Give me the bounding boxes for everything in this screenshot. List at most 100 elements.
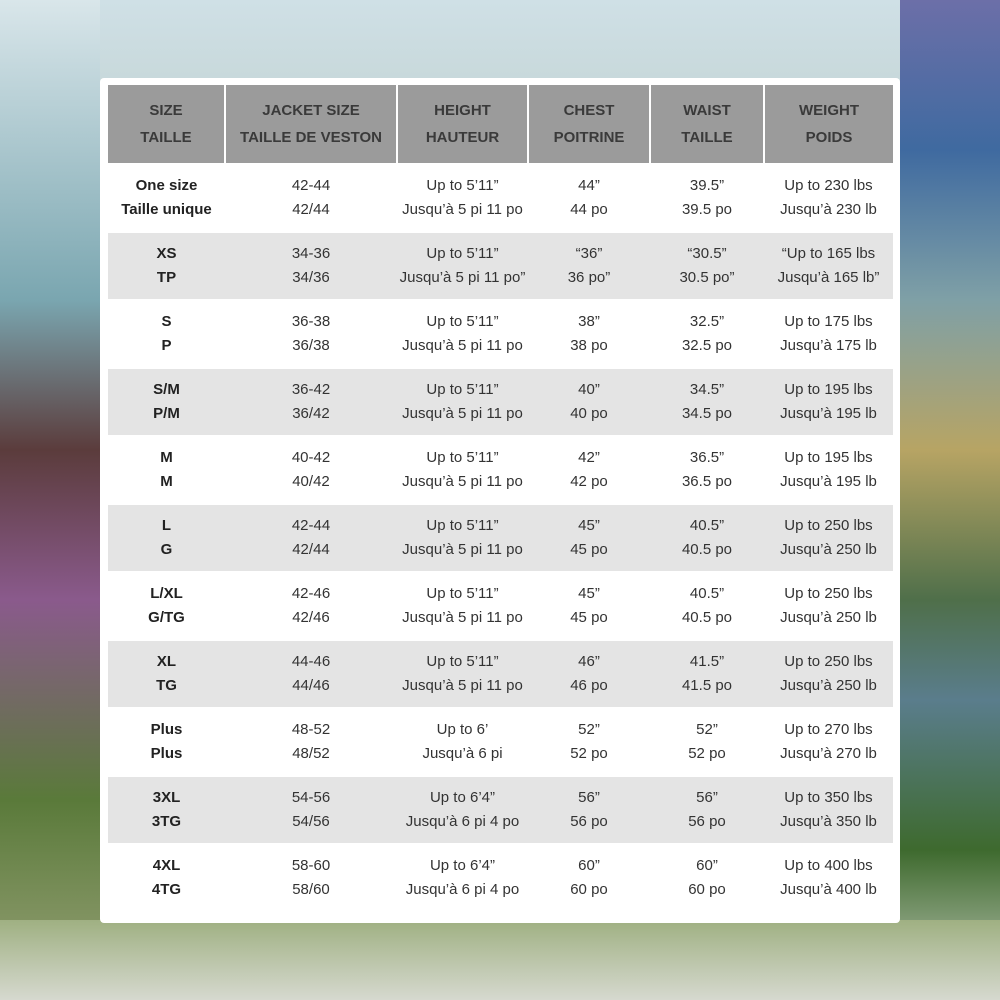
cell-chest: 56” 56 po [528, 775, 650, 844]
cell-waist: 52” 52 po [650, 707, 764, 776]
cell-waist-fr: 36.5 po [681, 473, 733, 490]
cell-weight-en: Up to 400 lbs [784, 857, 873, 874]
table-row: L/XL G/TG 42-46 42/46 Up to 5’11” Jusqu’à 5 p… [108, 571, 893, 640]
cell-height-fr: Jusqu’à 5 pi 11 po [402, 473, 523, 490]
cell-weight: Up to 250 lbs Jusqu’à 250 lb [764, 639, 893, 708]
cell-size-en: S/M [153, 381, 180, 398]
cell-height-en: Up to 5’11” [426, 177, 499, 194]
cell-height: Up to 5’11” Jusqu’à 5 pi 11 po [397, 367, 528, 436]
cell-weight: Up to 195 lbs Jusqu’à 195 lb [764, 367, 893, 436]
cell-jacket-size-fr: 40/42 [292, 473, 330, 490]
cell-height: Up to 6’ Jusqu’à 6 pi [397, 707, 528, 776]
cell-jacket-size-en: 36-42 [291, 381, 331, 398]
header-chest: CHEST POITRINE [527, 85, 650, 164]
cell-chest-en: “36” [575, 245, 603, 262]
table-row: 3XL 3TG 54-56 54/56 Up to 6’4” Jusqu’à 6 pi 4… [108, 775, 893, 844]
cell-chest-fr: 60 po [570, 881, 608, 898]
header-height-en: HEIGHT [434, 102, 491, 119]
cell-height: Up to 5’11” Jusqu’à 5 pi 11 po [397, 571, 528, 640]
cell-weight-fr: Jusqu’à 350 lb [780, 813, 877, 830]
cell-weight-fr: Jusqu’à 230 lb [780, 201, 877, 218]
cell-waist: “30.5” 30.5 po” [650, 231, 764, 300]
cell-chest: 46” 46 po [528, 639, 650, 708]
cell-chest-en: 45” [578, 517, 600, 534]
cell-size-fr: P/M [153, 405, 180, 422]
size-chart-table: SIZE TAILLE JACKET SIZE TAILLE DE VESTON HEI… [108, 85, 893, 911]
cell-weight-en: Up to 350 lbs [784, 789, 873, 806]
cell-chest-en: 44” [578, 177, 600, 194]
cell-jacket-size-en: 44-46 [291, 653, 331, 670]
cell-weight-en: Up to 195 lbs [784, 449, 873, 466]
cell-height-fr: Jusqu’à 6 pi 4 po [405, 881, 520, 898]
cell-size-fr: Taille unique [121, 201, 212, 218]
cell-waist-en: 39.5” [689, 177, 725, 194]
cell-size-fr: G [160, 541, 173, 558]
cell-height: Up to 5’11” Jusqu’à 5 pi 11 po” [397, 231, 528, 300]
cell-jacket-size-fr: 48/52 [292, 745, 330, 762]
cell-height-fr: Jusqu’à 5 pi 11 po” [399, 269, 526, 286]
cell-chest-fr: 38 po [570, 337, 608, 354]
cell-chest: 45” 45 po [528, 571, 650, 640]
cell-chest-fr: 45 po [570, 541, 608, 558]
header-waist-en: WAIST [683, 102, 731, 119]
cell-waist: 34.5” 34.5 po [650, 367, 764, 436]
cell-chest: 38” 38 po [528, 299, 650, 368]
cell-jacket-size-en: 42-44 [291, 177, 331, 194]
cell-chest-en: 45” [578, 585, 600, 602]
cell-waist-fr: 60 po [688, 881, 726, 898]
cell-height-en: Up to 5’11” [426, 381, 499, 398]
cell-size-en: One size [135, 177, 198, 194]
cell-weight-fr: Jusqu’à 165 lb” [777, 269, 880, 286]
header-waist-fr: TAILLE [681, 129, 733, 146]
table-row: 4XL 4TG 58-60 58/60 Up to 6’4” Jusqu’à 6 pi 4… [108, 843, 893, 911]
cell-chest: “36” 36 po” [528, 231, 650, 300]
table-row: S/M P/M 36-42 36/42 Up to 5’11” Jusqu’à 5 pi … [108, 367, 893, 436]
table-row: XL TG 44-46 44/46 Up to 5’11” Jusqu’à 5 pi 11… [108, 639, 893, 708]
cell-jacket-size-fr: 58/60 [292, 881, 330, 898]
cell-height-en: Up to 5’11” [426, 585, 499, 602]
cell-jacket-size-en: 42-44 [291, 517, 331, 534]
cell-size-fr: G/TG [148, 609, 185, 626]
header-height-fr: HAUTEUR [425, 129, 500, 146]
cell-waist-fr: 52 po [688, 745, 726, 762]
header-waist: WAIST TAILLE [649, 85, 764, 164]
cell-weight-en: Up to 195 lbs [784, 381, 873, 398]
cell-jacket-size: 40-42 40/42 [225, 435, 397, 504]
cell-weight-en: Up to 250 lbs [784, 585, 873, 602]
cell-waist-en: 56” [696, 789, 718, 806]
cell-weight-en: Up to 230 lbs [784, 177, 873, 194]
cell-chest-en: 46” [578, 653, 600, 670]
header-row: SIZE TAILLE JACKET SIZE TAILLE DE VESTON HEI… [108, 85, 893, 164]
cell-jacket-size: 42-44 42/44 [225, 503, 397, 572]
cell-weight: Up to 350 lbs Jusqu’à 350 lb [764, 775, 893, 844]
cell-height-fr: Jusqu’à 6 pi [422, 745, 503, 762]
cell-chest-en: 52” [578, 721, 600, 738]
cell-height-fr: Jusqu’à 5 pi 11 po [402, 541, 523, 558]
cell-size-en: M [160, 449, 173, 466]
cell-size: XL TG [108, 639, 225, 708]
cell-weight: Up to 400 lbs Jusqu’à 400 lb [764, 843, 893, 911]
cell-chest-fr: 44 po [570, 201, 608, 218]
cell-size: Plus Plus [108, 707, 225, 776]
cell-height-en: Up to 5’11” [426, 517, 499, 534]
cell-chest: 52” 52 po [528, 707, 650, 776]
cell-weight: Up to 250 lbs Jusqu’à 250 lb [764, 571, 893, 640]
cell-chest-en: 40” [578, 381, 600, 398]
cell-chest-fr: 36 po” [567, 269, 611, 286]
cell-height: Up to 5’11” Jusqu’à 5 pi 11 po [397, 435, 528, 504]
table-row: M M 40-42 40/42 Up to 5’11” Jusqu’à 5 pi 11 p… [108, 435, 893, 504]
cell-chest-fr: 45 po [570, 609, 608, 626]
header-chest-fr: POITRINE [553, 129, 625, 146]
cell-height-fr: Jusqu’à 5 pi 11 po [402, 677, 523, 694]
cell-waist-fr: 56 po [688, 813, 726, 830]
background-fantasy-scene-right [900, 0, 1000, 1000]
cell-weight-en: “Up to 165 lbs [781, 245, 876, 262]
cell-chest-fr: 46 po [570, 677, 608, 694]
cell-height-fr: Jusqu’à 5 pi 11 po [402, 609, 523, 626]
cell-size-en: XL [156, 653, 177, 670]
cell-height: Up to 5’11” Jusqu’à 5 pi 11 po [397, 639, 528, 708]
cell-waist-en: 60” [696, 857, 718, 874]
cell-weight-fr: Jusqu’à 250 lb [780, 541, 877, 558]
cell-size-en: Plus [150, 721, 183, 738]
